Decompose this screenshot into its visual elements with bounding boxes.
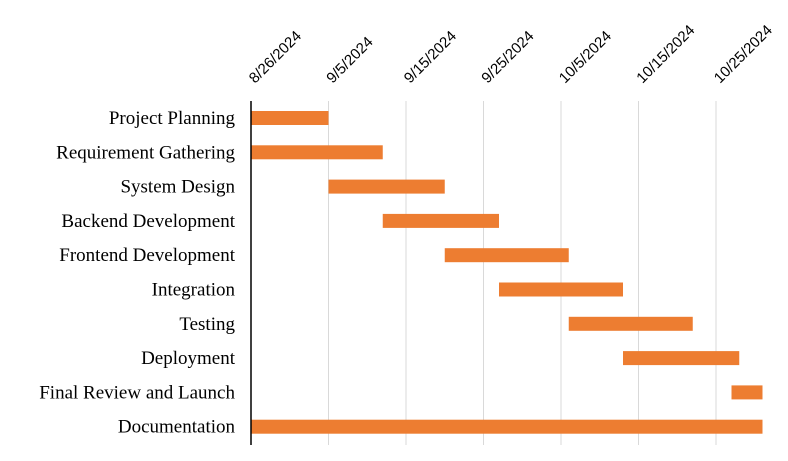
task-label: Backend Development xyxy=(61,211,235,232)
task-label: Final Review and Launch xyxy=(39,382,235,403)
task-bar xyxy=(328,179,445,194)
task-label: Frontend Development xyxy=(59,245,235,266)
task-bar xyxy=(731,385,763,400)
task-bar xyxy=(568,316,693,331)
task-bar xyxy=(444,248,569,263)
task-labels: Project Planning Requirement Gathering Sys… xyxy=(39,108,235,438)
task-label: Testing xyxy=(179,314,235,335)
task-label: System Design xyxy=(120,177,235,198)
task-label: Documentation xyxy=(118,417,236,438)
task-label: Project Planning xyxy=(109,108,236,129)
task-bar xyxy=(623,351,740,366)
task-bar xyxy=(251,419,763,434)
task-label: Integration xyxy=(152,280,236,301)
task-bar xyxy=(382,213,499,228)
task-label: Requirement Gathering xyxy=(56,142,235,163)
task-bar xyxy=(499,282,623,297)
task-bar xyxy=(251,111,329,125)
task-bar xyxy=(251,145,383,160)
task-label: Deployment xyxy=(141,348,236,369)
task-bars xyxy=(251,111,763,434)
